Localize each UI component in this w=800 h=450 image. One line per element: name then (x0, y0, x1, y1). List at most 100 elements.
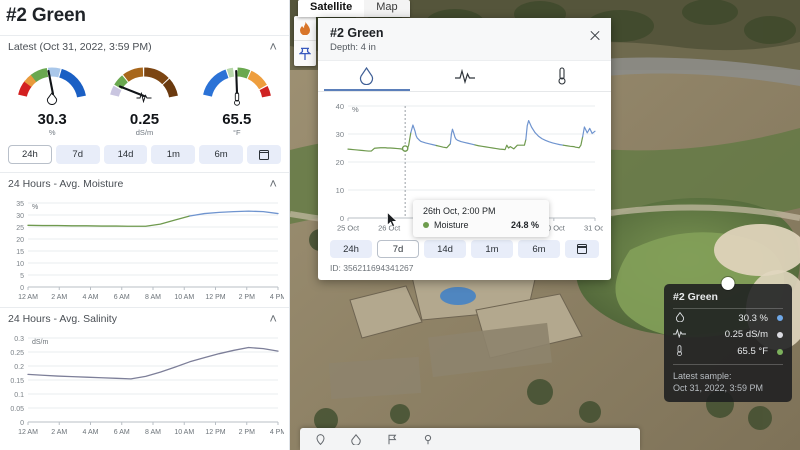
popup-tab-salinity[interactable] (416, 61, 514, 91)
sidebar-date-picker-button[interactable] (246, 145, 281, 164)
bottom-tool-4[interactable] (423, 434, 433, 445)
pulse-icon (136, 92, 152, 103)
map-tool-strip (294, 16, 316, 66)
svg-text:4 AM: 4 AM (83, 429, 99, 436)
popup-range-6m[interactable]: 6m (518, 240, 560, 258)
mouse-cursor-icon (387, 212, 398, 228)
popup-tab-temperature[interactable] (513, 61, 611, 91)
gauge-temperature-arc (202, 67, 271, 98)
water-drop-icon (360, 67, 374, 85)
sidebar-range-24h[interactable]: 24h (8, 145, 52, 164)
thermometer-icon (558, 67, 566, 85)
legend-salinity-dot (777, 331, 783, 338)
sidebar-range-7d[interactable]: 7d (55, 145, 100, 164)
latest-section-header[interactable]: Latest (Oct 31, 2022, 3:59 PM) (0, 35, 289, 58)
popup-range-7d[interactable]: 7d (377, 240, 419, 258)
chevron-up-icon[interactable] (269, 177, 277, 191)
svg-text:0.05: 0.05 (10, 406, 24, 413)
popup-date-picker-button[interactable] (565, 240, 599, 258)
drop-icon (351, 433, 361, 445)
hotspot-tool-button[interactable] (294, 16, 316, 41)
sidebar-range-14d[interactable]: 14d (103, 145, 148, 164)
water-drop-icon (673, 311, 686, 325)
tooltip-row: Moisture 24.8 % (423, 220, 539, 230)
gauge-moisture-value: 30.3 (37, 111, 67, 128)
popup-range-1m[interactable]: 1m (471, 240, 513, 258)
svg-text:6 AM: 6 AM (114, 429, 130, 436)
chart-tooltip: 26th Oct, 2:00 PM Moisture 24.8 % (413, 200, 549, 237)
map-pin-icon (299, 47, 311, 60)
popup-range-14d[interactable]: 14d (424, 240, 466, 258)
thermometer-icon (673, 344, 686, 359)
svg-text:12 PM: 12 PM (205, 294, 225, 301)
gauge-salinity: 0.25 dS/m (101, 62, 187, 137)
svg-text:2 PM: 2 PM (239, 429, 256, 436)
popup-range-24h[interactable]: 24h (330, 240, 372, 258)
popup-tab-moisture[interactable] (318, 61, 416, 91)
svg-text:15: 15 (16, 249, 24, 256)
page-title: #2 Green (6, 5, 86, 26)
chart-block-moisture: 24 Hours - Avg. Moisture 0 5 10 15 20 25 30 35%… (0, 172, 289, 307)
moisture-line-chart: 0 5 10 15 20 25 30 35 % 12 AM 2 AM 4 AM 6 AM 8 AM 10 A… (16, 201, 284, 301)
legend-row-salinity: 0.25 dS/m (673, 326, 783, 342)
svg-text:35: 35 (16, 201, 24, 208)
close-icon[interactable] (589, 30, 601, 42)
svg-text:20: 20 (16, 237, 24, 244)
gauge-salinity-arc (110, 67, 179, 98)
bottom-tool-2[interactable] (351, 433, 361, 445)
sidebar-range-6m[interactable]: 6m (199, 145, 243, 164)
map-pin-tool-button[interactable] (294, 41, 316, 66)
tooltip-series-value: 24.8 % (510, 220, 539, 230)
chevron-up-icon[interactable] (269, 312, 277, 326)
salinity-chart-area[interactable]: 0 0.05 0.1 0.15 0.2 0.25 0.3 dS/m 12 AM 2 AM 4 AM 6… (0, 330, 289, 440)
sensor-popup-card: #2 Green Depth: 4 in (318, 18, 611, 280)
salinity-chart-title: 24 Hours - Avg. Salinity (8, 313, 117, 325)
tab-map[interactable]: Map (376, 1, 398, 13)
hotspot-icon (300, 21, 310, 35)
moisture-chart-area[interactable]: 0 5 10 15 20 25 30 35% 12 AM 2 AM 4 AM 6 AM 8 AM 10 A… (0, 195, 289, 305)
sidebar-time-range-group: 24h 7d 14d 1m 6m (0, 137, 289, 172)
svg-text:0.2: 0.2 (14, 364, 24, 371)
svg-text:31 Oct: 31 Oct (584, 224, 603, 233)
svg-text:12 PM: 12 PM (205, 429, 225, 436)
map-panel[interactable]: Satellite Map #2 Green Depth: 4 in (290, 0, 800, 450)
thermometer-icon (233, 92, 241, 106)
salinity-line-chart: 0 0.05 0.1 0.15 0.2 0.25 0.3 dS/m 12 AM 2 AM 4 AM 6… (10, 336, 284, 436)
sidebar-range-1m[interactable]: 1m (151, 145, 196, 164)
legend-footer: Latest sample: Oct 31, 2022, 3:59 PM (673, 363, 783, 394)
chart-block-salinity: 24 Hours - Avg. Salinity 0 0.05 0.1 0.15 0.2… (0, 307, 289, 442)
popup-metric-tabs (318, 61, 611, 92)
map-basemap-tabs: Satellite Map (298, 0, 410, 17)
bottom-tool-1[interactable] (316, 433, 325, 445)
svg-text:6 AM: 6 AM (114, 294, 130, 301)
salinity-chart-header[interactable]: 24 Hours - Avg. Salinity (0, 307, 289, 330)
popup-subtitle: Depth: 4 in (330, 42, 376, 53)
svg-text:%: % (32, 204, 38, 211)
legend-footer-value: Oct 31, 2022, 3:59 PM (673, 382, 764, 393)
flag-icon (388, 434, 397, 444)
tab-satellite[interactable]: Satellite (298, 0, 365, 17)
svg-text:30: 30 (336, 130, 344, 139)
svg-text:0.15: 0.15 (10, 378, 24, 385)
svg-text:25: 25 (16, 225, 24, 232)
sidebar-panel: #2 Green Latest (Oct 31, 2022, 3:59 PM) (0, 0, 290, 450)
svg-text:2 AM: 2 AM (51, 294, 67, 301)
sensor-icon (424, 434, 432, 444)
gauge-moisture-arc (18, 67, 87, 98)
map-marker-tooltip: #2 Green 30.3 % 0.25 dS/m 65.5 °F (664, 283, 792, 402)
svg-text:0.25: 0.25 (10, 350, 24, 357)
svg-text:40: 40 (336, 102, 344, 111)
legend-title: #2 Green (673, 291, 783, 309)
bottom-tool-3[interactable] (387, 434, 397, 445)
gauge-temperature-unit: °F (233, 128, 241, 137)
tooltip-date: 26th Oct, 2:00 PM (423, 206, 496, 216)
gauge-row: 30.3 % 0.25 (0, 58, 289, 137)
moisture-chart-header[interactable]: 24 Hours - Avg. Moisture (0, 172, 289, 195)
chevron-up-icon[interactable] (269, 40, 277, 54)
legend-moisture-dot (777, 315, 783, 322)
svg-text:0.1: 0.1 (14, 392, 24, 399)
svg-text:30 Oct: 30 Oct (543, 224, 566, 233)
pulse-icon (673, 328, 686, 341)
map-bottom-toolbar[interactable] (300, 428, 640, 450)
